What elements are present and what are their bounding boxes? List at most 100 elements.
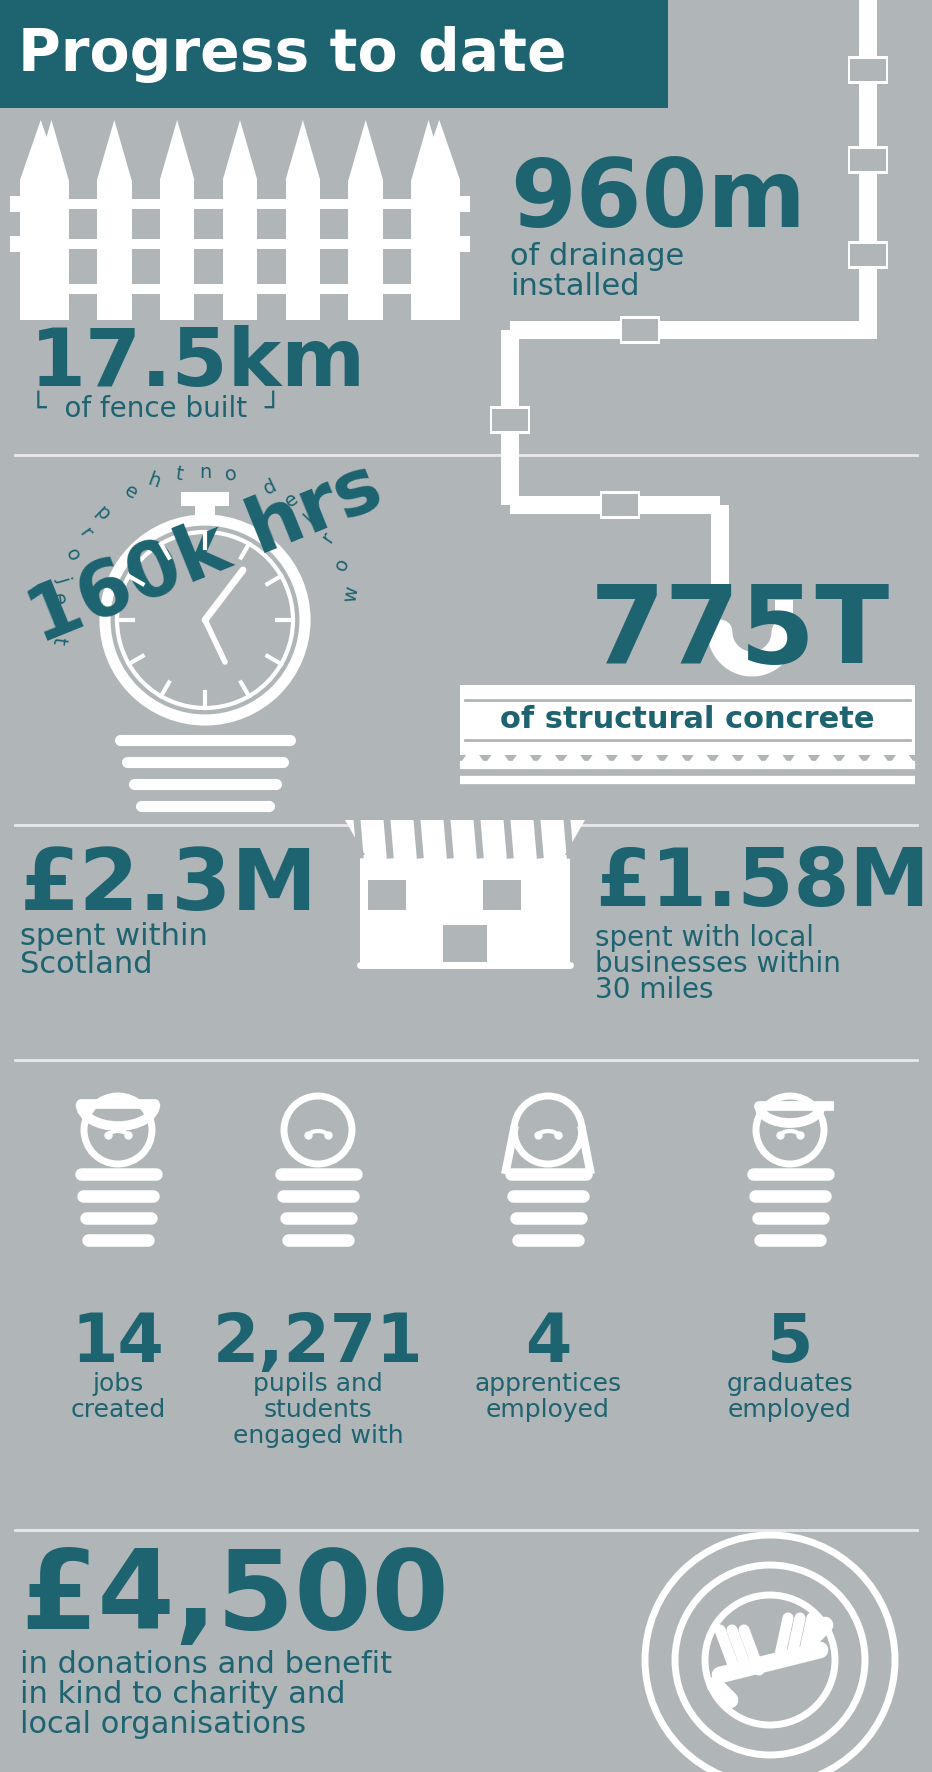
FancyBboxPatch shape [562,856,570,966]
Text: e: e [281,489,302,512]
Text: 775T: 775T [590,579,890,686]
Text: Progress to date: Progress to date [18,25,567,83]
Polygon shape [411,120,445,181]
Text: n: n [199,462,212,482]
Polygon shape [738,748,763,766]
Text: t: t [174,464,185,484]
FancyBboxPatch shape [850,149,885,172]
Text: pupils and: pupils and [254,1372,383,1396]
FancyBboxPatch shape [623,319,658,342]
Text: Scotland: Scotland [20,950,153,978]
Text: 4: 4 [525,1310,571,1377]
FancyBboxPatch shape [34,181,69,321]
FancyBboxPatch shape [360,856,368,966]
FancyBboxPatch shape [0,0,668,108]
Polygon shape [349,120,383,181]
Text: businesses within: businesses within [595,950,841,978]
Polygon shape [890,748,915,766]
Text: k: k [301,507,322,528]
Polygon shape [788,748,814,766]
FancyBboxPatch shape [160,181,195,321]
Text: of drainage: of drainage [510,243,684,271]
Text: w: w [340,585,362,604]
Text: in donations and benefit: in donations and benefit [20,1650,392,1680]
FancyBboxPatch shape [848,145,888,174]
Text: apprentices: apprentices [474,1372,622,1396]
Polygon shape [20,120,62,181]
FancyBboxPatch shape [411,181,445,321]
Text: employed: employed [487,1398,610,1421]
Text: 30 miles: 30 miles [595,976,714,1005]
Text: 160k hrs: 160k hrs [18,450,392,659]
Text: t: t [48,636,68,645]
Polygon shape [839,748,865,766]
Text: spent within: spent within [20,921,208,952]
FancyBboxPatch shape [848,55,888,85]
Polygon shape [418,120,460,181]
Polygon shape [763,748,788,766]
FancyBboxPatch shape [850,58,885,82]
Text: of structural concrete: of structural concrete [500,705,875,735]
FancyBboxPatch shape [418,181,460,321]
Polygon shape [511,748,536,766]
FancyBboxPatch shape [223,181,257,321]
Polygon shape [688,748,713,766]
Polygon shape [611,748,637,766]
Text: created: created [71,1398,166,1421]
Text: j: j [53,574,73,585]
FancyBboxPatch shape [510,496,720,514]
Polygon shape [223,120,257,181]
FancyBboxPatch shape [456,197,470,213]
Text: £1.58M: £1.58M [595,845,929,923]
FancyBboxPatch shape [285,181,321,321]
FancyBboxPatch shape [510,321,877,338]
FancyBboxPatch shape [600,491,639,519]
FancyBboxPatch shape [711,505,729,601]
Polygon shape [345,820,585,856]
FancyBboxPatch shape [20,284,460,294]
Text: employed: employed [728,1398,852,1421]
Text: h: h [145,470,163,493]
Polygon shape [586,748,611,766]
Text: o: o [223,464,239,486]
Text: r: r [75,525,95,542]
Text: 14: 14 [72,1310,164,1377]
FancyBboxPatch shape [850,243,885,266]
FancyBboxPatch shape [602,494,637,516]
FancyBboxPatch shape [360,856,570,966]
FancyBboxPatch shape [620,315,660,344]
Text: installed: installed [510,271,639,301]
FancyBboxPatch shape [443,925,487,966]
Text: students: students [264,1398,373,1421]
Text: 5: 5 [767,1310,814,1377]
Text: r: r [318,528,337,546]
Polygon shape [865,748,890,766]
FancyBboxPatch shape [490,406,529,434]
Polygon shape [285,120,321,181]
Polygon shape [160,120,195,181]
Text: e: e [121,480,141,503]
Polygon shape [814,748,839,766]
Text: engaged with: engaged with [233,1425,404,1448]
FancyBboxPatch shape [181,493,229,507]
Polygon shape [561,748,586,766]
FancyBboxPatch shape [20,239,460,250]
Text: e: e [48,592,69,606]
FancyBboxPatch shape [195,498,215,519]
Polygon shape [713,748,738,766]
FancyBboxPatch shape [20,181,62,321]
Text: o: o [61,546,83,565]
FancyBboxPatch shape [492,409,528,431]
Polygon shape [663,748,688,766]
FancyBboxPatch shape [368,881,406,911]
Text: local organisations: local organisations [20,1710,306,1738]
FancyBboxPatch shape [456,236,470,252]
FancyBboxPatch shape [349,181,383,321]
FancyBboxPatch shape [859,0,877,330]
FancyBboxPatch shape [501,330,519,505]
Text: spent with local: spent with local [595,923,814,952]
Text: graduates: graduates [727,1372,854,1396]
Polygon shape [34,120,69,181]
Text: £2.3M: £2.3M [20,845,318,929]
Text: in kind to charity and: in kind to charity and [20,1680,346,1708]
